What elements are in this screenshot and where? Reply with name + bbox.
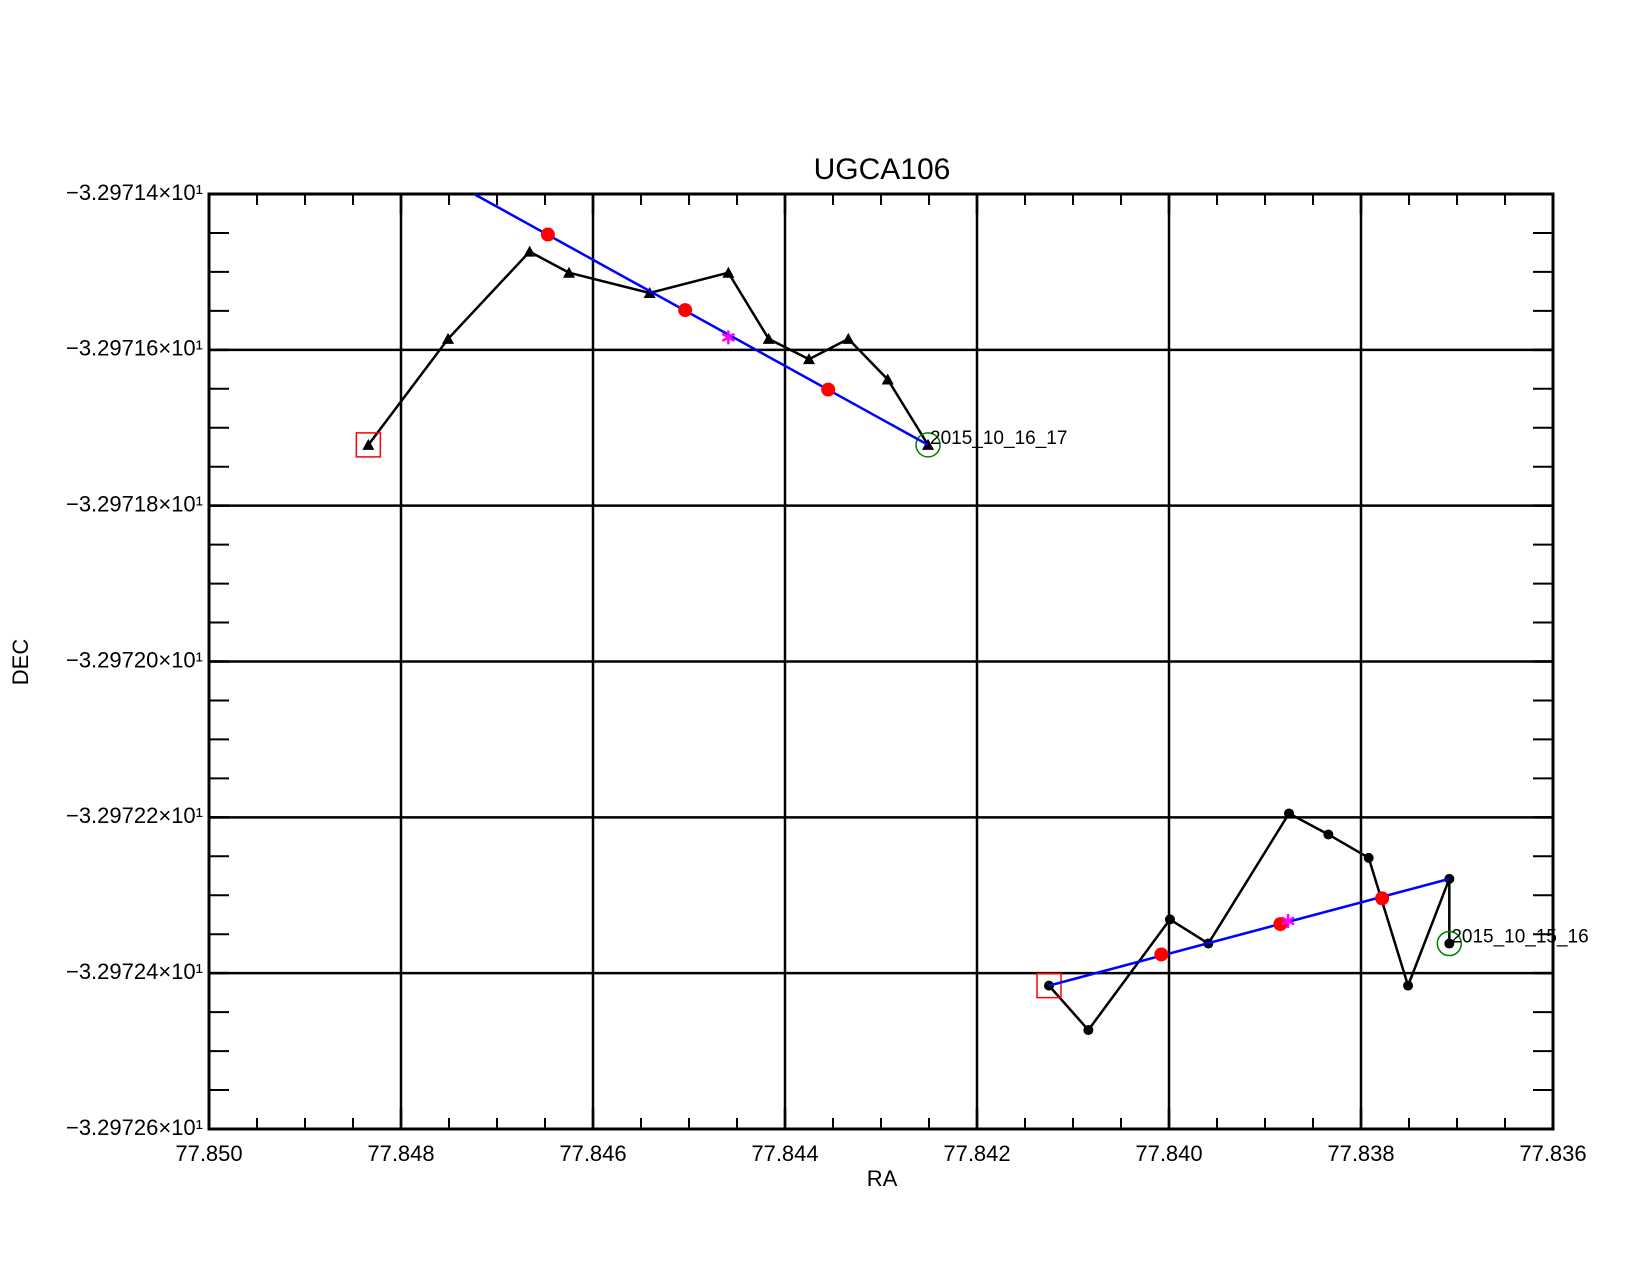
y-tick-label: −3.29724×10¹ — [66, 959, 203, 984]
sample-point — [1375, 891, 1390, 906]
x-tick-label: 77.850 — [175, 1141, 242, 1166]
point-marker — [722, 266, 735, 278]
end-marker — [915, 432, 941, 458]
x-tick-label: 77.846 — [559, 1141, 626, 1166]
x-tick-label: 77.848 — [367, 1141, 434, 1166]
point-marker — [842, 332, 855, 344]
y-tick-label: −3.29726×10¹ — [66, 1115, 203, 1140]
series-line — [1048, 811, 1451, 1033]
x-tick-label: 77.842 — [943, 1141, 1010, 1166]
point-marker — [362, 438, 375, 450]
y-tick-label: −3.29716×10¹ — [66, 336, 203, 361]
start-marker — [355, 432, 382, 458]
point-marker — [1403, 980, 1414, 991]
point-marker — [1164, 914, 1175, 925]
series-line — [367, 250, 930, 446]
sample-point — [1273, 917, 1288, 932]
point-marker — [803, 353, 815, 365]
chart-title: UGCA106 — [814, 153, 951, 186]
point-marker — [881, 373, 894, 385]
sample-point — [678, 303, 693, 318]
series-label: 2015_10_15_16 — [1451, 927, 1588, 948]
sample-point — [821, 382, 836, 397]
y-tick-label: −3.29714×10¹ — [66, 180, 203, 205]
point-marker — [442, 332, 455, 344]
point-marker — [1323, 829, 1334, 840]
y-tick-label: −3.29718×10¹ — [66, 491, 203, 516]
sample-point — [1154, 947, 1169, 962]
center-marker — [721, 330, 736, 345]
start-marker — [1036, 972, 1062, 999]
series-label: 2015_10_16_17 — [930, 428, 1067, 449]
y-tick-label: −3.29722×10¹ — [66, 803, 203, 828]
center-marker — [1281, 913, 1295, 928]
fit-line — [1048, 877, 1450, 987]
x-tick-label: 77.840 — [1135, 1141, 1202, 1166]
y-tick-label: −3.29720×10¹ — [66, 647, 203, 672]
x-tick-label: 77.838 — [1327, 1141, 1394, 1166]
plot-frame — [207, 192, 1555, 1131]
x-tick-label: 77.844 — [751, 1141, 818, 1166]
end-marker — [1436, 930, 1463, 957]
point-marker — [762, 332, 775, 344]
sample-point — [540, 227, 555, 242]
y-axis-label: DEC — [8, 639, 33, 686]
x-axis-label: RA — [867, 1166, 898, 1191]
point-marker — [1363, 852, 1374, 863]
x-tick-label: 77.836 — [1519, 1141, 1586, 1166]
point-marker — [1444, 938, 1455, 949]
point-marker — [563, 266, 575, 278]
point-marker — [523, 245, 536, 257]
point-marker — [1083, 1025, 1094, 1036]
point-marker — [1284, 808, 1294, 819]
